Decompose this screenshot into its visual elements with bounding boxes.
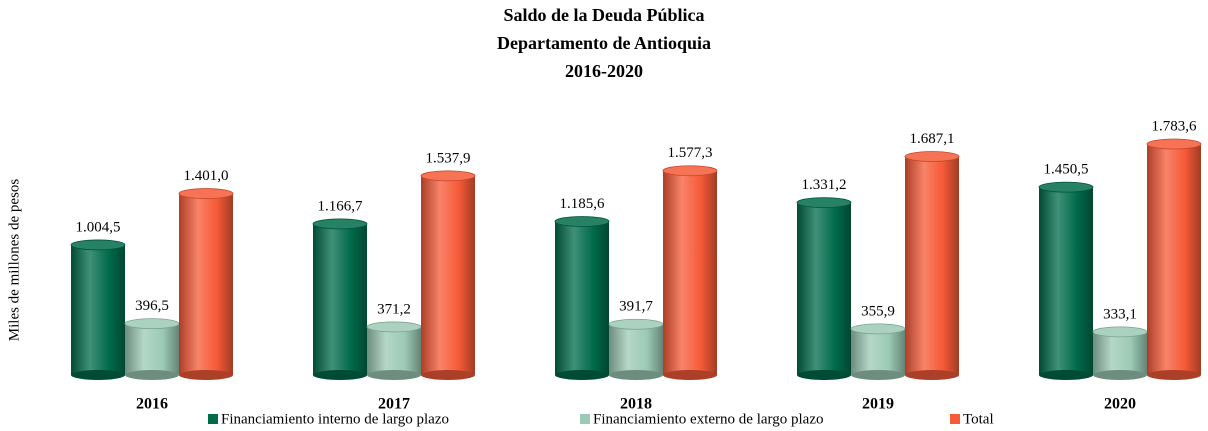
- data-label: 391,7: [619, 299, 653, 315]
- bar: [554, 216, 610, 380]
- bar: [1038, 181, 1094, 380]
- bar: [796, 197, 852, 380]
- legend-swatch: [950, 414, 960, 424]
- legend-label: Total: [963, 411, 994, 427]
- bar: [904, 151, 960, 380]
- data-label: 1.004,5: [76, 219, 121, 235]
- data-label: 1.537,9: [426, 150, 471, 166]
- bar: [312, 218, 368, 380]
- bar: [70, 239, 126, 380]
- data-label: 1.783,6: [1152, 118, 1198, 134]
- data-label: 1.185,6: [560, 196, 606, 212]
- bar: [850, 323, 906, 380]
- legend-swatch: [208, 414, 218, 424]
- legend-swatch: [580, 414, 590, 424]
- data-label: 371,2: [377, 301, 411, 317]
- chart-title: 2016-2020: [565, 61, 643, 81]
- bar: [366, 321, 422, 380]
- bar: [124, 318, 180, 380]
- x-tick-label: 2018: [620, 396, 652, 413]
- bar: [662, 165, 718, 380]
- x-tick-label: 2019: [862, 396, 894, 413]
- data-label: 396,5: [135, 298, 169, 314]
- data-label: 355,9: [861, 303, 895, 319]
- legend-label: Financiamiento externo de largo plazo: [593, 411, 823, 427]
- x-tick-label: 2020: [1104, 396, 1136, 413]
- bar: [608, 318, 664, 380]
- chart-title: Saldo de la Deuda Pública: [503, 5, 704, 25]
- data-label: 1.166,7: [318, 198, 364, 214]
- x-tick-label: 2017: [378, 396, 410, 413]
- data-label: 1.687,1: [910, 131, 955, 147]
- bar: [178, 188, 234, 380]
- bar: [420, 170, 476, 380]
- bar: [1146, 138, 1202, 380]
- chart-title: Departamento de Antioquia: [497, 33, 711, 53]
- x-tick-label: 2016: [136, 396, 168, 413]
- data-label: 1.401,0: [184, 168, 229, 184]
- data-label: 1.331,2: [802, 177, 847, 193]
- data-label: 1.450,5: [1044, 162, 1089, 178]
- data-label: 1.577,3: [668, 145, 713, 161]
- data-label: 333,1: [1103, 306, 1137, 322]
- legend-label: Financiamiento interno de largo plazo: [221, 411, 449, 427]
- bar: [1092, 326, 1148, 380]
- y-axis-label: Miles de millones de pesos: [6, 179, 22, 342]
